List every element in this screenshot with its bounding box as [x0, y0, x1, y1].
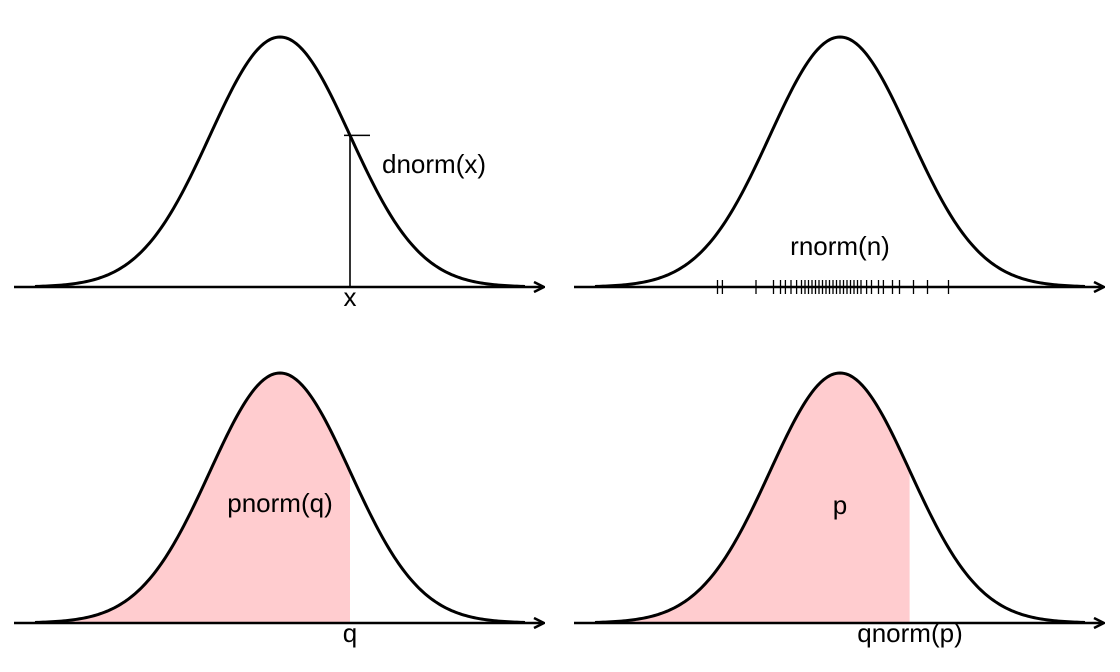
cumulative-axis-label: q — [343, 618, 357, 648]
panel-density: dnorm(x) x — [14, 35, 544, 312]
random-sample-rug — [716, 280, 950, 294]
cumulative-density-curve — [34, 371, 526, 624]
random-function-label: rnorm(n) — [790, 231, 890, 261]
cumulative-shaded-area — [35, 373, 350, 623]
panel-quantile: p qnorm(p) — [574, 371, 1104, 648]
density-curve — [34, 35, 526, 288]
random-density-curve — [594, 35, 1086, 288]
density-axis-label: x — [344, 282, 357, 312]
quantile-shaded-area — [595, 373, 910, 623]
panel-cumulative: pnorm(q) q — [14, 371, 544, 648]
quantile-density-curve — [594, 371, 1086, 624]
panel-random: rnorm(n) — [574, 35, 1104, 294]
cumulative-function-label: pnorm(q) — [227, 488, 332, 518]
quantile-axis-label: qnorm(p) — [857, 618, 962, 648]
density-function-label: dnorm(x) — [382, 149, 486, 179]
quantile-function-label: p — [833, 490, 847, 520]
